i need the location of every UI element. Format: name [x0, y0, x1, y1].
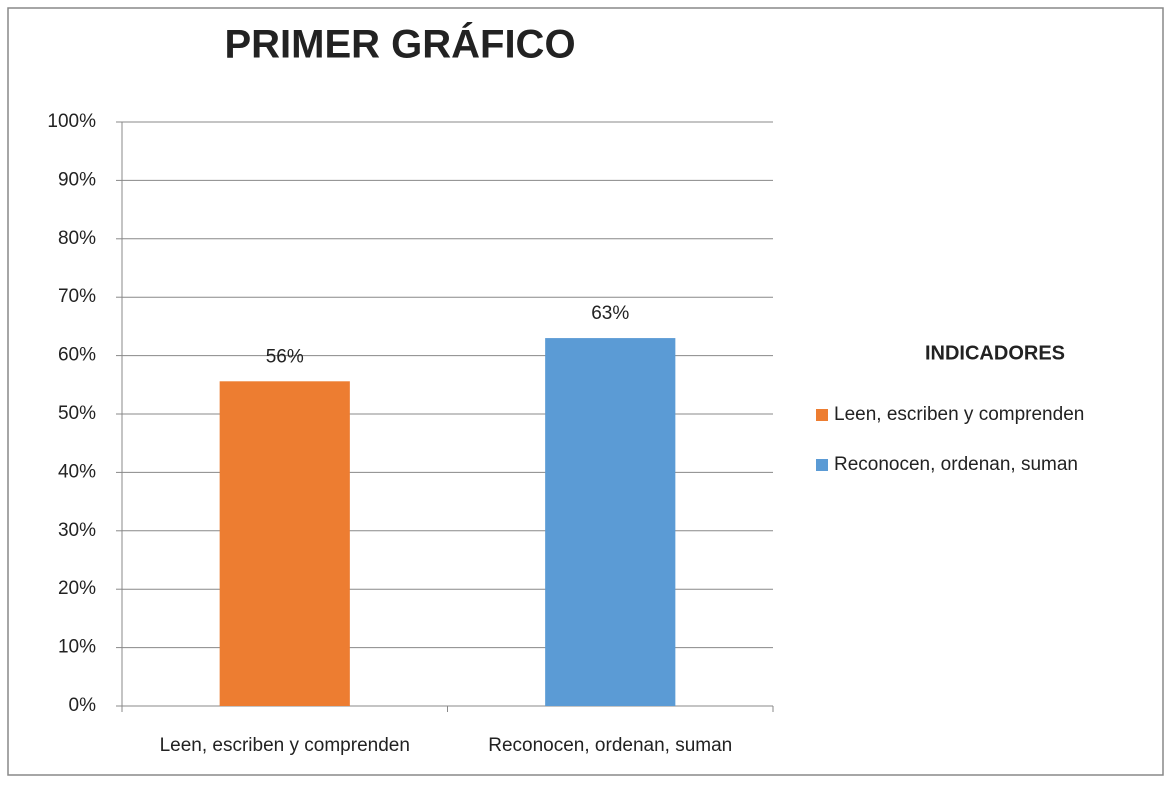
x-tick-label: Leen, escriben y comprenden [160, 735, 410, 756]
legend-label: Leen, escriben y comprenden [834, 404, 1084, 425]
bar [219, 381, 350, 706]
x-tick-label: Reconocen, ordenan, suman [488, 735, 732, 756]
legend-title: INDICADORES [925, 342, 1065, 364]
legend-label: Reconocen, ordenan, suman [834, 454, 1078, 475]
y-tick-label: 40% [58, 461, 96, 482]
y-tick-label: 10% [58, 637, 96, 658]
data-label: 56% [266, 346, 304, 367]
data-label: 63% [591, 303, 629, 324]
y-tick-label: 0% [69, 695, 97, 716]
y-tick-label: 100% [47, 111, 96, 132]
bar [545, 338, 676, 706]
y-tick-label: 20% [58, 578, 96, 599]
legend-swatch [816, 409, 828, 421]
legend-swatch [816, 459, 828, 471]
y-tick-label: 90% [58, 169, 96, 190]
y-tick-label: 80% [58, 228, 96, 249]
y-tick-label: 70% [58, 286, 96, 307]
chart-title: PRIMER GRÁFICO [224, 22, 575, 67]
y-tick-label: 50% [58, 403, 96, 424]
y-tick-label: 60% [58, 345, 96, 366]
y-tick-label: 30% [58, 520, 96, 541]
